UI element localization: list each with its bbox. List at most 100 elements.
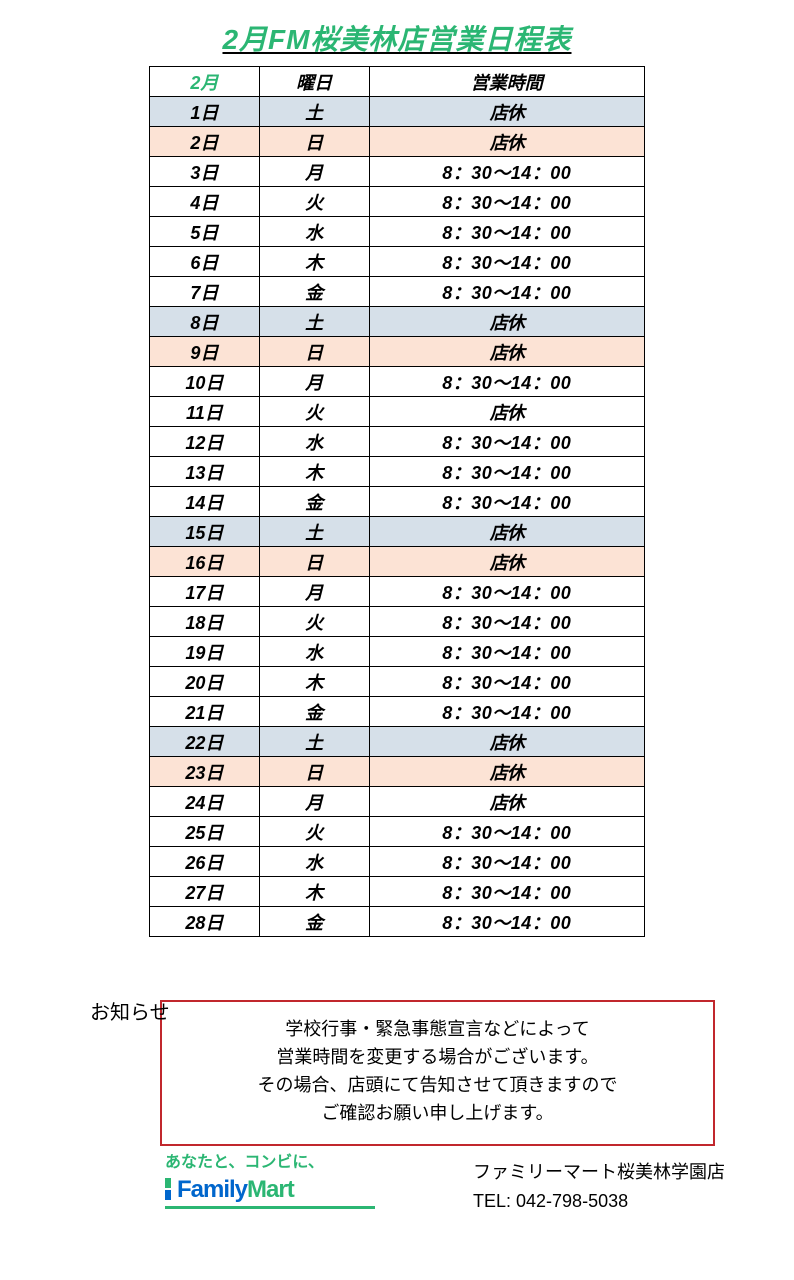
- cell-dow: 日: [259, 337, 369, 367]
- table-row: 28日金8：30～14：00: [150, 907, 645, 937]
- table-row: 10日月8：30～14：00: [150, 367, 645, 397]
- cell-dow: 金: [259, 487, 369, 517]
- cell-dow: 火: [259, 817, 369, 847]
- table-row: 7日金8：30～14：00: [150, 277, 645, 307]
- cell-dow: 日: [259, 127, 369, 157]
- cell-dow: 月: [259, 367, 369, 397]
- cell-hours: 8：30～14：00: [369, 427, 644, 457]
- table-row: 9日日店休: [150, 337, 645, 367]
- cell-date: 6日: [150, 247, 260, 277]
- table-row: 17日月8：30～14：00: [150, 577, 645, 607]
- notice-line: 営業時間を変更する場合がございます。: [178, 1044, 697, 1072]
- cell-hours: 8：30～14：00: [369, 817, 644, 847]
- cell-dow: 火: [259, 187, 369, 217]
- table-row: 14日金8：30～14：00: [150, 487, 645, 517]
- cell-hours: 店休: [369, 547, 644, 577]
- cell-date: 9日: [150, 337, 260, 367]
- cell-date: 2日: [150, 127, 260, 157]
- cell-date: 10日: [150, 367, 260, 397]
- cell-dow: 金: [259, 277, 369, 307]
- table-row: 16日日店休: [150, 547, 645, 577]
- table-row: 5日水8：30～14：00: [150, 217, 645, 247]
- table-row: 23日日店休: [150, 757, 645, 787]
- cell-date: 19日: [150, 637, 260, 667]
- cell-date: 28日: [150, 907, 260, 937]
- cell-hours: 8：30～14：00: [369, 247, 644, 277]
- logo-underline: [165, 1206, 375, 1209]
- cell-hours: 8：30～14：00: [369, 877, 644, 907]
- table-row: 6日木8：30～14：00: [150, 247, 645, 277]
- cell-hours: 店休: [369, 307, 644, 337]
- cell-date: 18日: [150, 607, 260, 637]
- cell-hours: 8：30～14：00: [369, 277, 644, 307]
- cell-dow: 木: [259, 877, 369, 907]
- cell-date: 23日: [150, 757, 260, 787]
- cell-hours: 8：30～14：00: [369, 487, 644, 517]
- cell-date: 27日: [150, 877, 260, 907]
- table-row: 24日月店休: [150, 787, 645, 817]
- table-row: 27日木8：30～14：00: [150, 877, 645, 907]
- cell-date: 1日: [150, 97, 260, 127]
- cell-dow: 日: [259, 757, 369, 787]
- schedule-table: 2月 曜日 営業時間 1日土店休2日日店休3日月8：30～14：004日火8：3…: [149, 66, 645, 937]
- logo-bars-icon: [165, 1178, 171, 1202]
- cell-dow: 木: [259, 247, 369, 277]
- cell-hours: 店休: [369, 97, 644, 127]
- col-header-dow: 曜日: [259, 67, 369, 97]
- cell-date: 11日: [150, 397, 260, 427]
- table-row: 1日土店休: [150, 97, 645, 127]
- cell-date: 17日: [150, 577, 260, 607]
- table-row: 12日水8：30～14：00: [150, 427, 645, 457]
- cell-date: 16日: [150, 547, 260, 577]
- cell-date: 8日: [150, 307, 260, 337]
- cell-hours: 店休: [369, 337, 644, 367]
- cell-dow: 水: [259, 217, 369, 247]
- table-row: 8日土店休: [150, 307, 645, 337]
- cell-date: 3日: [150, 157, 260, 187]
- cell-dow: 木: [259, 667, 369, 697]
- cell-dow: 火: [259, 397, 369, 427]
- cell-hours: 店休: [369, 517, 644, 547]
- page-title: 2月FM桜美林店営業日程表: [0, 0, 794, 58]
- cell-dow: 水: [259, 427, 369, 457]
- table-header-row: 2月 曜日 営業時間: [150, 67, 645, 97]
- store-tel: TEL: 042-798-5038: [473, 1187, 725, 1216]
- cell-date: 24日: [150, 787, 260, 817]
- table-row: 19日水8：30～14：00: [150, 637, 645, 667]
- table-row: 18日火8：30～14：00: [150, 607, 645, 637]
- cell-dow: 月: [259, 787, 369, 817]
- store-info: ファミリーマート桜美林学園店 TEL: 042-798-5038: [473, 1158, 725, 1216]
- cell-dow: 月: [259, 157, 369, 187]
- notice-label: お知らせ: [90, 996, 170, 1025]
- cell-date: 22日: [150, 727, 260, 757]
- cell-dow: 土: [259, 517, 369, 547]
- cell-date: 7日: [150, 277, 260, 307]
- cell-dow: 水: [259, 847, 369, 877]
- cell-dow: 日: [259, 547, 369, 577]
- cell-date: 26日: [150, 847, 260, 877]
- table-row: 20日木8：30～14：00: [150, 667, 645, 697]
- cell-hours: 8：30～14：00: [369, 637, 644, 667]
- cell-hours: 8：30～14：00: [369, 907, 644, 937]
- table-row: 13日木8：30～14：00: [150, 457, 645, 487]
- familymart-logo: FamilyMart: [165, 1176, 395, 1204]
- table-row: 11日火店休: [150, 397, 645, 427]
- cell-hours: 8：30～14：00: [369, 697, 644, 727]
- cell-date: 12日: [150, 427, 260, 457]
- table-row: 21日金8：30～14：00: [150, 697, 645, 727]
- col-header-hours: 営業時間: [369, 67, 644, 97]
- footer: あなたと、コンビに、 FamilyMart ファミリーマート桜美林学園店 TEL…: [165, 1148, 725, 1216]
- cell-dow: 土: [259, 727, 369, 757]
- cell-hours: 店休: [369, 127, 644, 157]
- col-header-month: 2月: [150, 67, 260, 97]
- cell-hours: 8：30～14：00: [369, 217, 644, 247]
- cell-hours: 8：30～14：00: [369, 577, 644, 607]
- cell-hours: 8：30～14：00: [369, 367, 644, 397]
- table-row: 26日水8：30～14：00: [150, 847, 645, 877]
- cell-hours: 8：30～14：00: [369, 187, 644, 217]
- cell-dow: 火: [259, 607, 369, 637]
- table-row: 3日月8：30～14：00: [150, 157, 645, 187]
- cell-date: 20日: [150, 667, 260, 697]
- cell-dow: 金: [259, 907, 369, 937]
- store-name: ファミリーマート桜美林学園店: [473, 1158, 725, 1187]
